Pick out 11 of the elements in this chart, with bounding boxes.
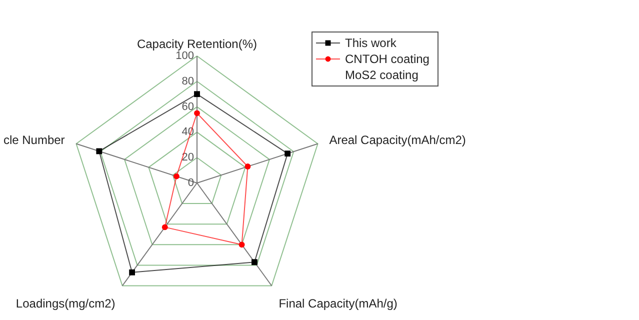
spoke-label: cle Number	[3, 133, 65, 148]
spoke-label: Areal Capacity(mAh/cm2)	[329, 133, 466, 148]
spoke-label: Loadings(mg/cm2)	[16, 296, 116, 310]
y-tick-label: 60	[182, 100, 194, 113]
y-tick-label: 80	[182, 75, 194, 88]
legend-label: This work	[345, 36, 398, 50]
spoke-label: Capacity Retention(%)	[136, 37, 258, 51]
y-tick-label: 100	[176, 50, 194, 62]
series-label: MoS2 coating	[345, 68, 418, 82]
legend-label: CNTOH coating	[345, 52, 430, 66]
spoke-label: Final Capacity(mAh/g)	[278, 296, 398, 310]
